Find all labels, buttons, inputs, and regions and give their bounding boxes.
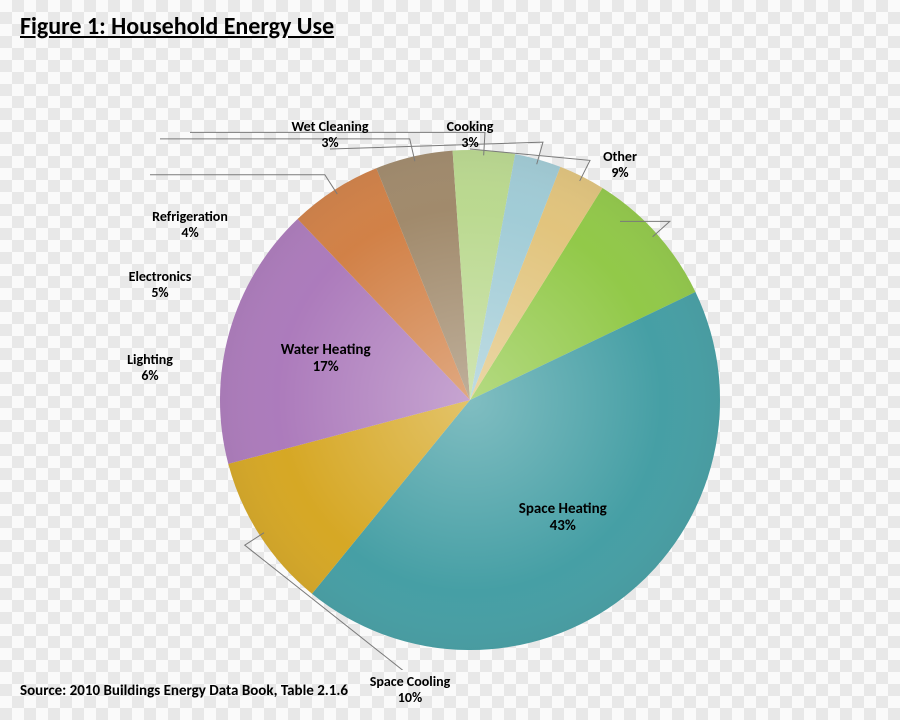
slice-label: Other9% <box>603 149 637 181</box>
leader-line <box>160 139 415 161</box>
source-text: Source: 2010 Buildings Energy Data Book,… <box>20 682 348 700</box>
leader-line <box>150 175 337 194</box>
slice-label: Cooking3% <box>447 119 494 151</box>
slice-label: Wet Cleaning3% <box>291 119 368 151</box>
slice-label: Electronics5% <box>129 269 192 301</box>
slice-label: Space Heating43% <box>519 501 607 536</box>
slice-label: Space Cooling10% <box>370 674 451 706</box>
slice-label: Water Heating17% <box>281 342 371 377</box>
figure-title: Figure 1: Household Energy Use <box>20 12 334 41</box>
slice-label: Refrigeration4% <box>152 209 228 241</box>
slice-label: Lighting6% <box>127 352 173 384</box>
